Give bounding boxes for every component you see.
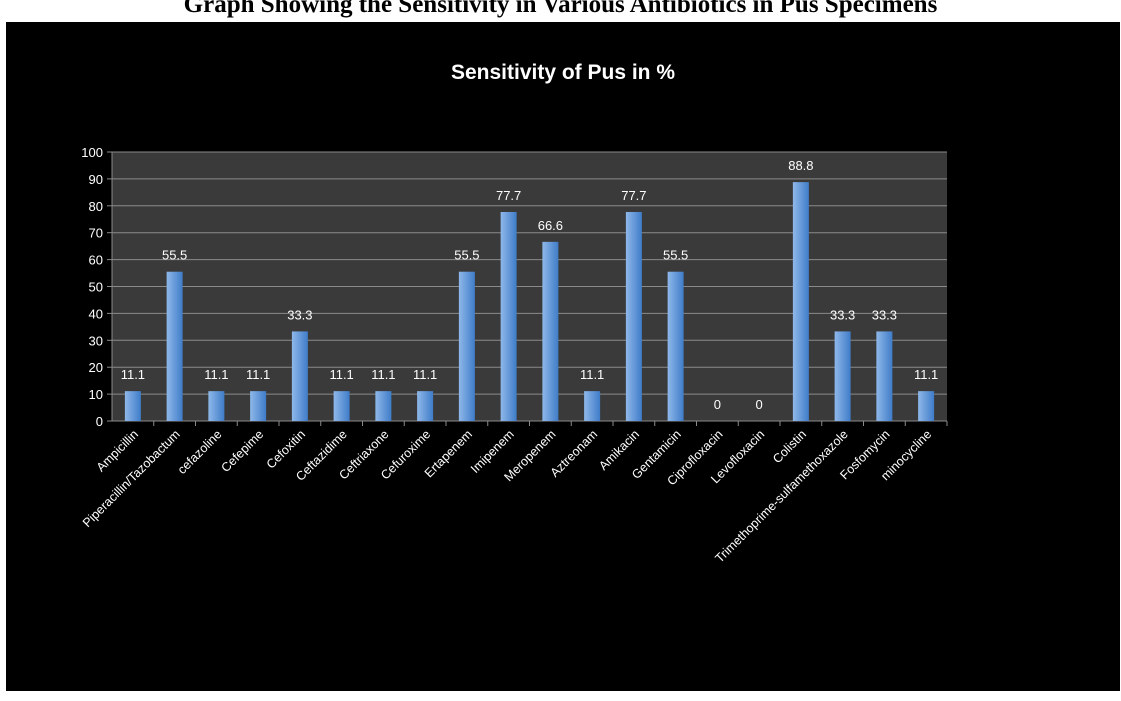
bar bbox=[584, 391, 601, 421]
data-label: 88.8 bbox=[788, 158, 813, 173]
y-tick-label: 100 bbox=[81, 145, 103, 160]
data-label: 11.1 bbox=[329, 367, 353, 382]
x-tick-label: cefazoline bbox=[175, 427, 225, 477]
chart-title: Sensitivity of Pus in % bbox=[451, 61, 675, 84]
bar bbox=[667, 271, 684, 421]
data-label: 33.3 bbox=[287, 307, 312, 322]
y-tick-label: 20 bbox=[89, 360, 103, 375]
data-label: 33.3 bbox=[830, 307, 855, 322]
data-label: 0 bbox=[756, 397, 763, 412]
data-label: 11.1 bbox=[121, 367, 145, 382]
data-label: 11.1 bbox=[204, 367, 228, 382]
data-label: 33.3 bbox=[872, 307, 897, 322]
data-label: 11.1 bbox=[580, 367, 604, 382]
bar bbox=[792, 182, 809, 421]
bar-chart: Sensitivity of Pus in % 0 10 20 30 40 50 60 70 8… bbox=[80, 61, 948, 566]
data-label: 11.1 bbox=[413, 367, 437, 382]
y-tick-label: 80 bbox=[89, 199, 103, 214]
bar bbox=[500, 211, 517, 421]
bars bbox=[124, 182, 935, 421]
bar bbox=[458, 271, 475, 421]
bar bbox=[375, 391, 392, 421]
data-label: 0 bbox=[714, 397, 721, 412]
y-tick-label: 40 bbox=[89, 306, 103, 321]
data-label: 77.7 bbox=[621, 188, 646, 203]
data-label: 77.7 bbox=[496, 188, 521, 203]
x-tick-label: Colistin bbox=[770, 427, 809, 466]
y-tick-label: 50 bbox=[89, 280, 103, 295]
data-label: 55.5 bbox=[454, 248, 479, 263]
bar bbox=[166, 271, 183, 421]
bar bbox=[625, 211, 642, 421]
y-tick-label: 60 bbox=[89, 253, 103, 268]
data-label: 11.1 bbox=[914, 367, 938, 382]
x-axis-labels: AmpicillinPiperacillin/Tazobactumcefazol… bbox=[80, 421, 948, 566]
bar bbox=[124, 391, 141, 421]
data-label: 66.6 bbox=[538, 218, 563, 233]
data-label: 11.1 bbox=[246, 367, 270, 382]
y-tick-label: 0 bbox=[96, 414, 103, 429]
y-tick-label: 30 bbox=[89, 333, 103, 348]
bar bbox=[417, 391, 434, 421]
figure-caption: Graph Showing the Sensitivity in Various… bbox=[183, 0, 938, 18]
y-tick-label: 70 bbox=[89, 226, 103, 241]
data-labels: 11.1 55.5 11.1 11.1 33.3 11.1 11.1 11.1 55.5 77.7… bbox=[121, 158, 939, 412]
bar bbox=[250, 391, 267, 421]
data-label: 11.1 bbox=[371, 367, 395, 382]
data-label: 55.5 bbox=[162, 248, 187, 263]
bar bbox=[291, 331, 308, 421]
bar bbox=[542, 241, 559, 421]
data-label: 55.5 bbox=[663, 248, 688, 263]
bar bbox=[333, 391, 350, 421]
bar bbox=[918, 391, 935, 421]
y-tick-label: 90 bbox=[89, 172, 103, 187]
bar bbox=[208, 391, 225, 421]
gridlines bbox=[112, 151, 947, 422]
bar bbox=[876, 331, 893, 421]
chart-panel: Sensitivity of Pus in % 0 10 20 30 40 50 60 70 8… bbox=[6, 22, 1120, 691]
bar bbox=[834, 331, 851, 421]
x-tick-label: Cefepime bbox=[219, 427, 267, 475]
y-tick-label: 10 bbox=[89, 387, 103, 402]
